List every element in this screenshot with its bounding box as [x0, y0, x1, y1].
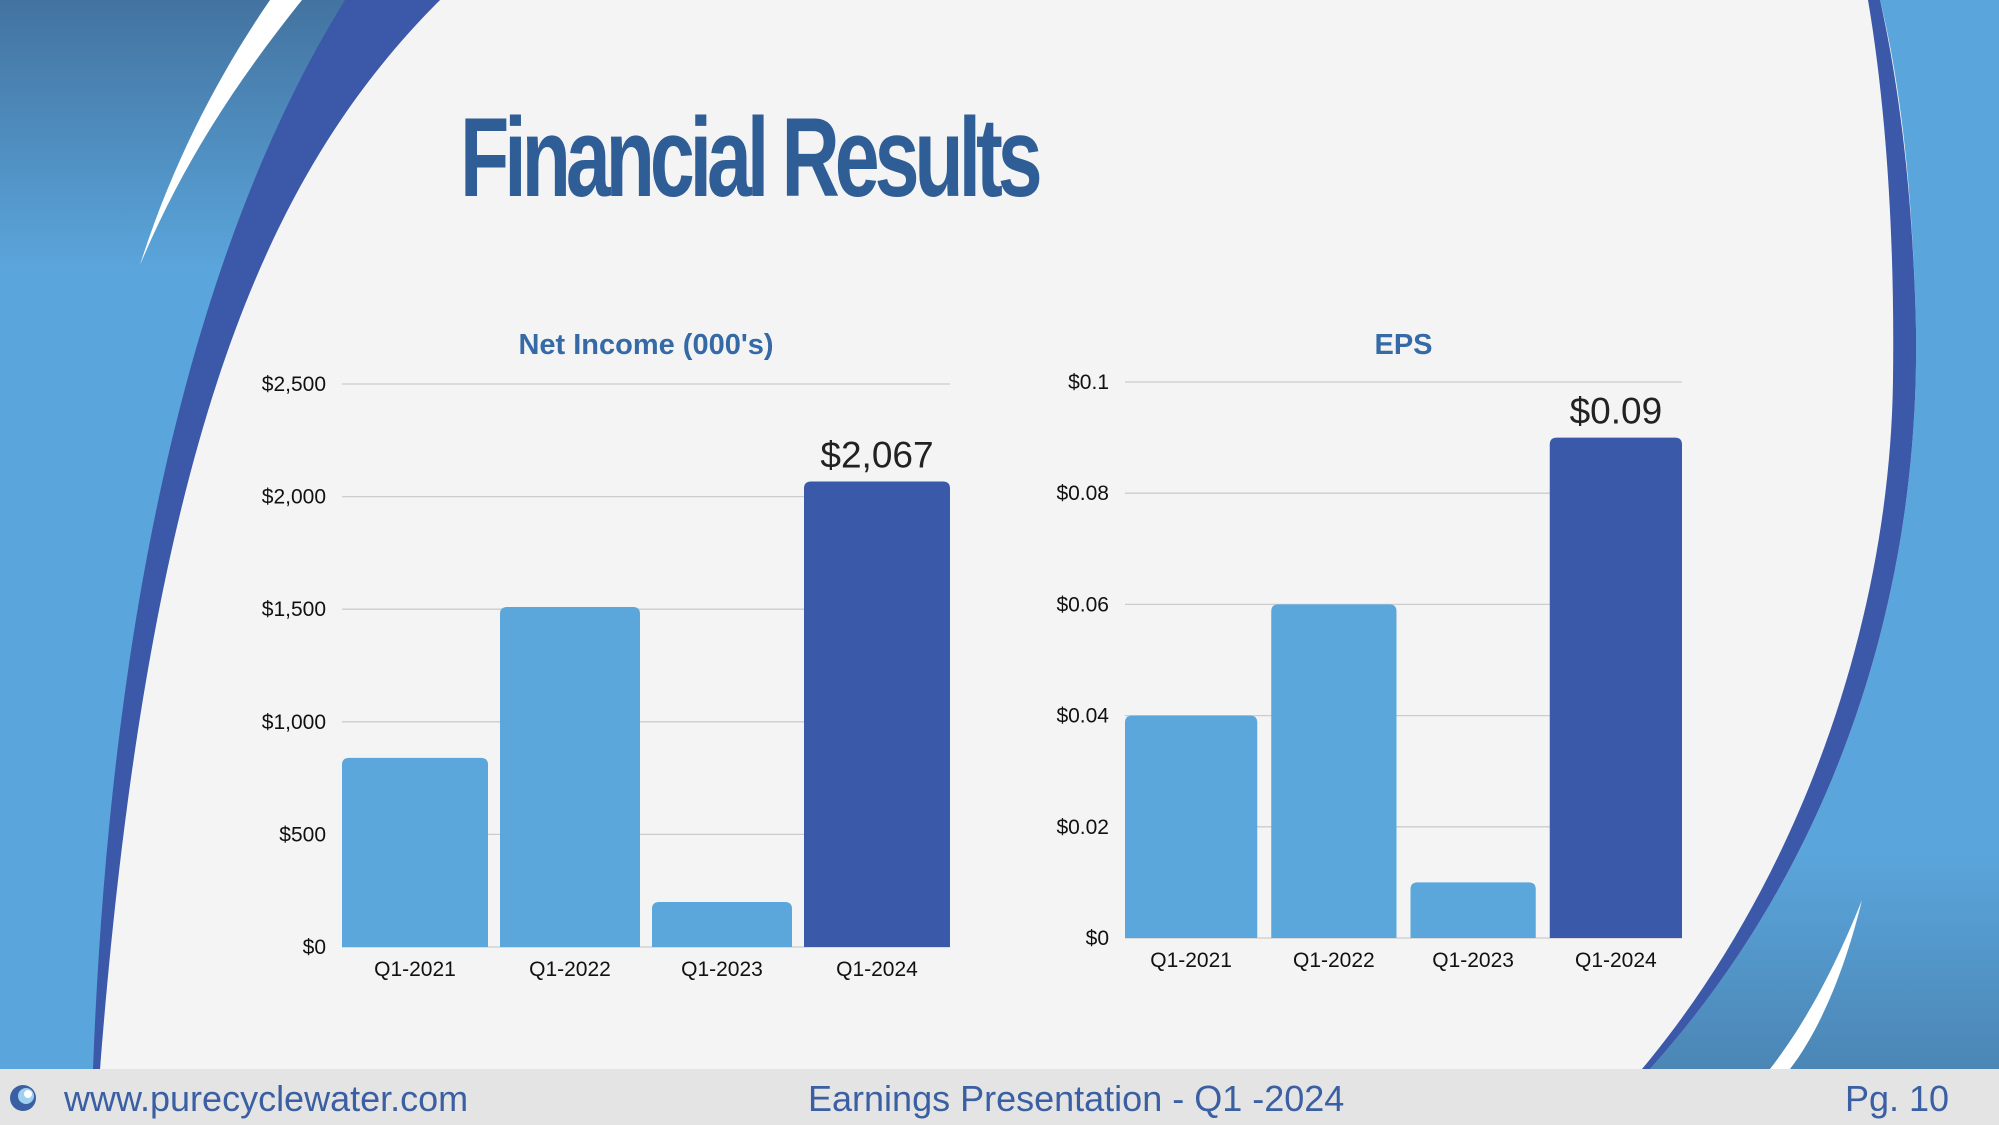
water-drop-icon	[10, 1085, 36, 1111]
eps-data-label: $0.09	[1570, 391, 1663, 432]
eps-x-tick-label: Q1-2023	[1432, 949, 1514, 972]
net-income-x-tick-label: Q1-2024	[836, 958, 918, 981]
eps-y-tick-label: $0.04	[1056, 705, 1109, 728]
net-income-y-tick-label: $500	[279, 823, 326, 846]
net-income-y-tick-label: $2,500	[262, 373, 326, 396]
net-income-bar-q1-2023	[652, 901, 792, 947]
eps-bar-q1-2021	[1125, 715, 1258, 938]
slide-title: Financial Results	[460, 95, 1043, 220]
left-swoosh-light	[0, 0, 440, 1069]
right-swoosh-light	[1650, 0, 1999, 1069]
net-income-y-tick-label: $1,500	[262, 598, 326, 621]
footer: www.purecyclewater.com Earnings Presenta…	[0, 1069, 1999, 1125]
net-income-x-tick-label: Q1-2022	[529, 958, 611, 981]
net-income-data-label: $2,067	[820, 435, 933, 476]
eps-x-tick-label: Q1-2021	[1150, 949, 1232, 972]
net-income-x-tick-label: Q1-2023	[681, 958, 763, 981]
eps-y-tick-label: $0.06	[1056, 593, 1109, 616]
net-income-bar-q1-2022	[500, 606, 640, 947]
net-income-bar-q1-2021	[342, 757, 488, 947]
eps-bar-q1-2024	[1549, 437, 1682, 938]
eps-chart: EPS $0 $0.02 $0.04 $0.06 $0.08 $0.1 Q1-2021 Q1-2…	[1030, 315, 1720, 995]
left-swoosh-dark	[93, 0, 440, 1069]
net-income-y-tick-label: $0	[303, 936, 326, 959]
net-income-svg: Net Income (000's) $0 $500 $1,000 $1,500 $2,0…	[262, 329, 950, 981]
footer-presentation-title: Earnings Presentation - Q1 -2024	[808, 1078, 1345, 1119]
eps-y-tick-label: $0.08	[1056, 482, 1109, 505]
eps-y-tick-label: $0.1	[1068, 371, 1109, 394]
eps-svg: EPS $0 $0.02 $0.04 $0.06 $0.08 $0.1 Q1-2021 Q1-2…	[1056, 329, 1682, 972]
footer-page-number: Pg. 10	[1845, 1078, 1950, 1119]
net-income-chart: Net Income (000's) $0 $500 $1,000 $1,500 $2,0…	[230, 315, 1010, 995]
eps-bar-q1-2022	[1271, 604, 1397, 938]
net-income-y-tick-label: $1,000	[262, 711, 326, 734]
eps-chart-title: EPS	[1374, 329, 1432, 361]
eps-y-tick-label: $0.02	[1056, 816, 1109, 839]
net-income-y-tick-label: $2,000	[262, 486, 326, 509]
eps-y-tick-label: $0	[1086, 927, 1109, 950]
eps-x-tick-label: Q1-2024	[1575, 949, 1657, 972]
eps-x-tick-label: Q1-2022	[1293, 949, 1375, 972]
net-income-x-tick-label: Q1-2021	[374, 958, 456, 981]
net-income-bar-q1-2024	[804, 481, 950, 947]
footer-website-link[interactable]: www.purecyclewater.com	[64, 1078, 469, 1119]
eps-bar-q1-2023	[1410, 882, 1536, 938]
right-swoosh-dark	[1642, 0, 1917, 1069]
net-income-chart-title: Net Income (000's)	[518, 329, 773, 361]
